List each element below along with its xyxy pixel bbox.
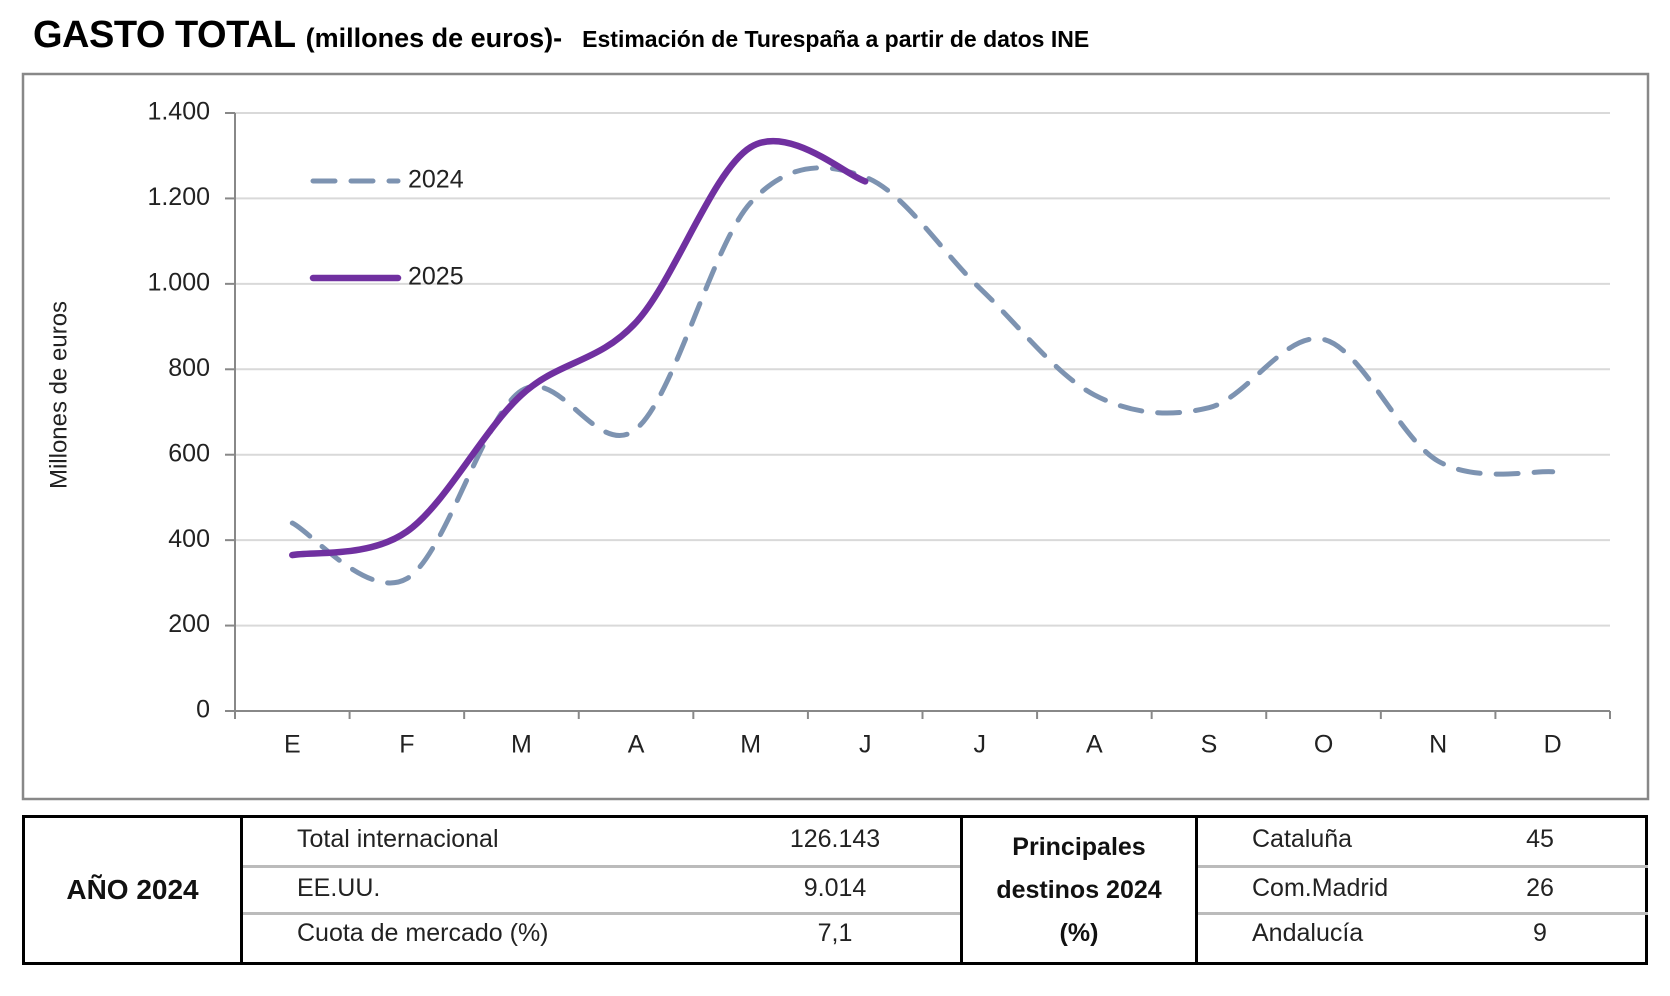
column-divider xyxy=(1195,818,1198,962)
x-tick-label: M xyxy=(511,731,532,759)
y-tick-label: 1.200 xyxy=(147,183,210,211)
row-label: EE.UU. xyxy=(297,874,381,902)
row-label: Total internacional xyxy=(297,825,499,853)
chart-title-unit: (millones de euros)- xyxy=(305,23,563,53)
x-tick-label: D xyxy=(1544,731,1562,759)
x-tick-label: E xyxy=(284,731,301,759)
row-value: 9.014 xyxy=(803,874,867,902)
row-label: Cuota de mercado (%) xyxy=(297,919,549,947)
legend-label: 2024 xyxy=(408,166,464,194)
chart-subtitle: Estimación de Turespaña a partir de dato… xyxy=(582,26,1090,52)
x-tick-label: N xyxy=(1429,731,1447,759)
destination-value: 26 xyxy=(1526,874,1554,902)
x-tick-label: A xyxy=(628,731,645,759)
chart-frame xyxy=(21,72,1650,801)
x-tick-label: M xyxy=(740,731,761,759)
x-tick-label: A xyxy=(1086,731,1103,759)
y-tick-label: 400 xyxy=(168,525,210,553)
destinations-title: Principales xyxy=(1012,833,1146,861)
x-tick-label: O xyxy=(1314,731,1333,759)
y-tick-label: 0 xyxy=(196,696,210,724)
row-divider xyxy=(243,912,960,915)
destination-name: Cataluña xyxy=(1252,825,1353,853)
y-tick-label: 800 xyxy=(168,354,210,382)
year-label: AÑO 2024 xyxy=(66,874,199,905)
y-tick-label: 600 xyxy=(168,439,210,467)
row-divider xyxy=(243,865,960,868)
row-divider xyxy=(1198,865,1648,868)
title-block: GASTO TOTAL (millones de euros)- Estimac… xyxy=(33,14,1089,57)
row-value: 7,1 xyxy=(817,919,853,947)
summary-table: AÑO 2024 Total internacional 126.143 EE.UU.… xyxy=(22,815,1648,965)
row-divider xyxy=(1198,912,1648,915)
y-tick-label: 200 xyxy=(168,610,210,638)
series-line xyxy=(289,137,869,559)
x-tick-label: F xyxy=(399,731,414,759)
row-value: 126.143 xyxy=(789,825,881,853)
column-divider xyxy=(240,818,243,962)
chart-title: GASTO TOTAL xyxy=(33,14,296,56)
destination-name: Andalucía xyxy=(1252,919,1364,947)
destination-value: 9 xyxy=(1533,919,1547,947)
column-divider xyxy=(960,818,963,962)
x-tick-label: S xyxy=(1201,731,1218,759)
destinations-title: (%) xyxy=(1059,919,1099,947)
series-line xyxy=(289,165,1556,586)
y-axis-label: Millones de euros xyxy=(45,301,72,489)
destination-value: 45 xyxy=(1526,825,1554,853)
x-tick-label: J xyxy=(859,731,872,759)
destination-name: Com.Madrid xyxy=(1252,874,1389,902)
legend-label: 2025 xyxy=(408,263,464,291)
y-tick-label: 1.400 xyxy=(147,98,210,126)
chart: Millones de euros 0 200 400 600 800 1.000 1.20… xyxy=(21,72,1650,801)
destinations-title: destinos 2024 xyxy=(996,876,1162,904)
y-tick-label: 1.000 xyxy=(147,268,210,296)
x-tick-label: J xyxy=(974,731,987,759)
